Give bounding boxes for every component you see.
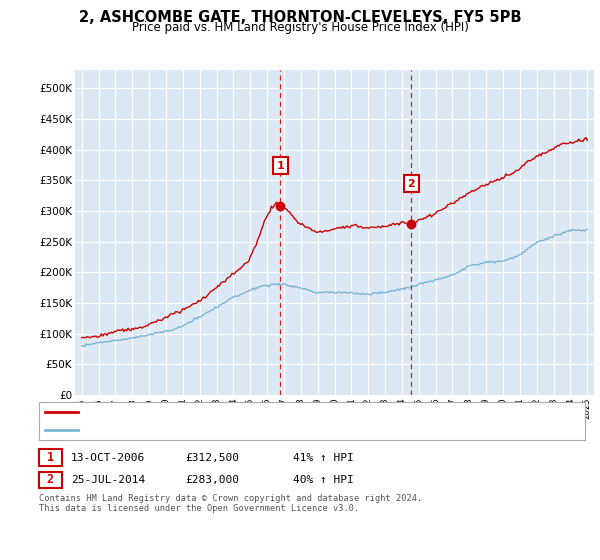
Text: 2, ASHCOMBE GATE, THORNTON-CLEVELEYS, FY5 5PB: 2, ASHCOMBE GATE, THORNTON-CLEVELEYS, FY… <box>79 10 521 25</box>
Text: 2: 2 <box>47 473 54 487</box>
Text: Price paid vs. HM Land Registry's House Price Index (HPI): Price paid vs. HM Land Registry's House … <box>131 21 469 34</box>
Text: 41% ↑ HPI: 41% ↑ HPI <box>293 452 353 463</box>
Text: 1: 1 <box>47 451 54 464</box>
Text: 2, ASHCOMBE GATE, THORNTON-CLEVELEYS, FY5 5PB (detached house): 2, ASHCOMBE GATE, THORNTON-CLEVELEYS, FY… <box>83 408 439 417</box>
Text: 40% ↑ HPI: 40% ↑ HPI <box>293 475 353 485</box>
Text: 2: 2 <box>407 179 415 189</box>
Text: 13-OCT-2006: 13-OCT-2006 <box>71 452 145 463</box>
Text: 25-JUL-2014: 25-JUL-2014 <box>71 475 145 485</box>
Text: Contains HM Land Registry data © Crown copyright and database right 2024.
This d: Contains HM Land Registry data © Crown c… <box>39 494 422 514</box>
Text: £312,500: £312,500 <box>185 452 239 463</box>
Text: £283,000: £283,000 <box>185 475 239 485</box>
Text: HPI: Average price, detached house, Wyre: HPI: Average price, detached house, Wyre <box>83 426 313 435</box>
Text: 1: 1 <box>277 161 284 171</box>
